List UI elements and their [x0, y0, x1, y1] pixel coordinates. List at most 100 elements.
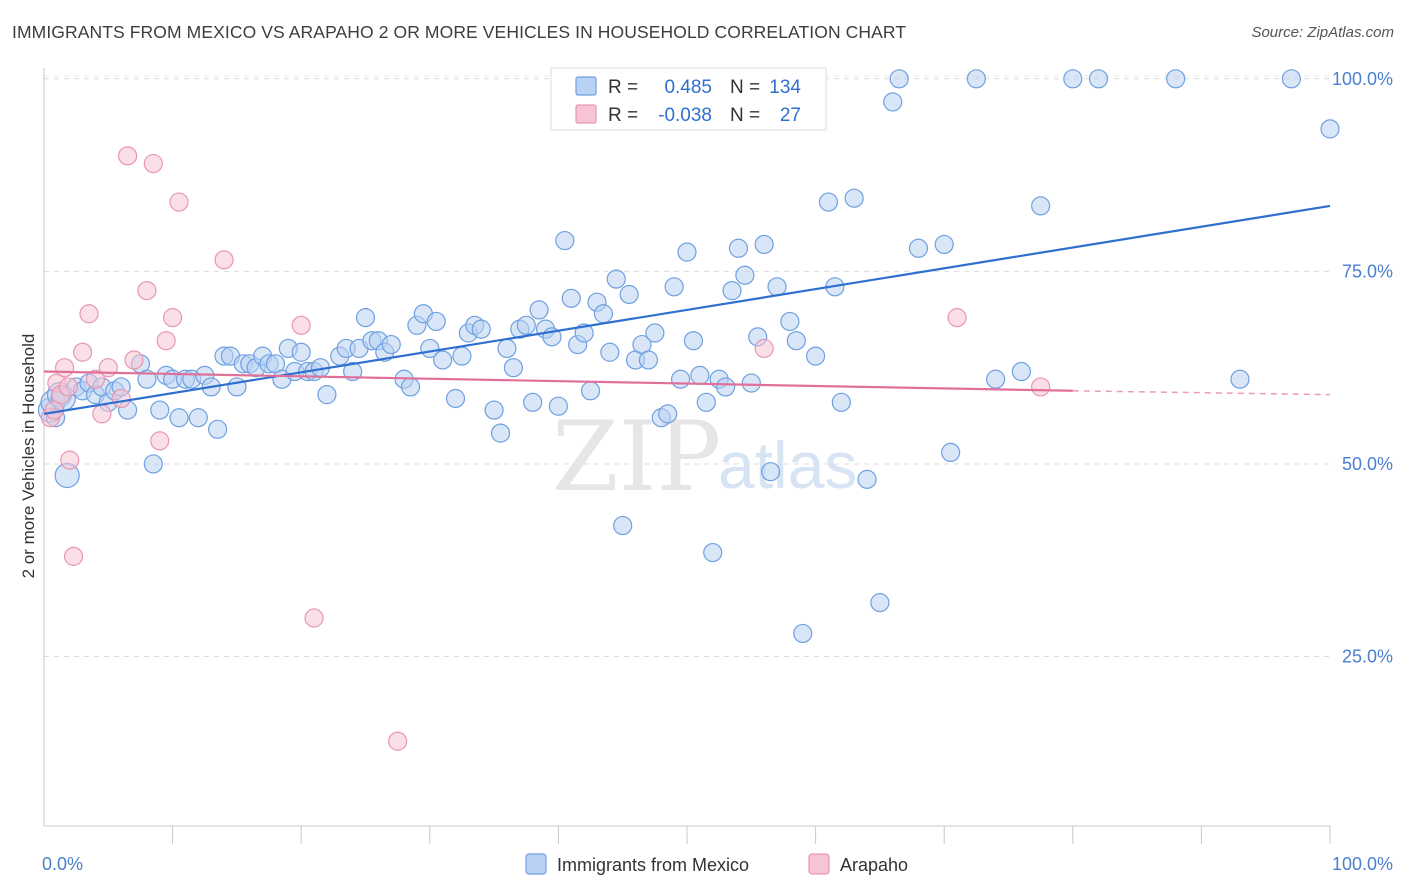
bottom-legend: Immigrants from Mexico Arapaho	[525, 853, 908, 875]
data-point	[63, 546, 84, 566]
data-point	[381, 334, 401, 355]
data-point	[150, 400, 170, 420]
data-point	[150, 431, 170, 451]
data-point	[54, 358, 75, 378]
data-point	[670, 369, 691, 389]
data-point	[79, 304, 99, 324]
bottom-legend-swatch	[808, 853, 830, 875]
axis-layer: 25.0% 50.0% 75.0% 100.0% 0.0% 100.0%	[42, 68, 1393, 874]
data-point	[163, 308, 183, 328]
data-point	[966, 69, 986, 89]
watermark-zip: ZIP	[552, 401, 721, 513]
data-point	[857, 469, 877, 489]
data-point	[1063, 69, 1083, 89]
data-point	[124, 350, 144, 370]
data-point	[883, 92, 903, 112]
data-point	[735, 265, 755, 285]
stats-legend-r-value: -0.038	[658, 105, 712, 126]
trend-line	[43, 370, 1073, 392]
trend-layer	[43, 204, 1331, 415]
data-point	[529, 300, 549, 320]
data-point	[98, 358, 118, 378]
series-arapaho-points	[40, 146, 1051, 751]
data-point	[117, 146, 138, 166]
data-point	[156, 331, 176, 351]
data-point	[805, 346, 826, 366]
watermark: ZIP atlas	[552, 401, 857, 513]
data-point	[780, 311, 800, 332]
y-tick-label: 75.0%	[1342, 261, 1393, 281]
data-point	[793, 623, 813, 644]
data-point	[1320, 119, 1340, 139]
data-point	[767, 277, 787, 297]
data-point	[111, 388, 131, 409]
data-point	[760, 462, 781, 482]
data-point	[844, 188, 864, 208]
watermark-atlas: atlas	[718, 428, 857, 502]
data-point	[143, 153, 163, 174]
data-point	[658, 404, 678, 424]
data-point	[426, 311, 446, 332]
trend-line	[43, 204, 1331, 415]
data-point	[690, 365, 710, 385]
data-point	[889, 69, 909, 89]
data-point	[355, 308, 376, 328]
data-point	[754, 234, 774, 255]
data-point	[574, 323, 594, 343]
data-point	[169, 192, 189, 212]
data-point	[317, 385, 337, 405]
data-point	[92, 404, 112, 424]
data-point	[715, 377, 736, 397]
data-point	[619, 284, 639, 305]
data-point	[1281, 69, 1302, 89]
y-tick-label: 50.0%	[1342, 454, 1393, 474]
data-point	[137, 369, 157, 389]
data-point	[728, 238, 749, 258]
data-point	[638, 350, 659, 370]
data-point	[1230, 369, 1250, 389]
stats-legend-box	[550, 67, 827, 131]
bottom-legend-label: Arapaho	[840, 855, 908, 875]
data-point	[677, 242, 697, 262]
stats-legend-swatch	[575, 104, 597, 124]
data-point	[445, 388, 466, 409]
trend-line-extension	[1072, 390, 1331, 396]
data-point	[593, 304, 614, 324]
data-point	[304, 608, 324, 628]
data-point	[754, 338, 774, 359]
stats-legend-n-label: N =	[730, 105, 760, 126]
data-point	[818, 192, 839, 212]
data-point	[1031, 377, 1051, 397]
data-point	[400, 377, 421, 397]
data-point	[490, 423, 511, 443]
data-point	[580, 381, 601, 401]
data-point	[908, 238, 929, 258]
data-point	[433, 350, 453, 370]
chart-source: Source: ZipAtlas.com	[1251, 24, 1394, 41]
data-point	[388, 731, 408, 751]
data-point	[484, 400, 504, 420]
data-point	[1088, 69, 1109, 89]
data-point	[722, 281, 742, 301]
data-point	[548, 396, 569, 416]
x-tick-label: 100.0%	[1332, 854, 1393, 874]
data-point	[703, 542, 723, 563]
stats-legend-r-label: R =	[608, 105, 638, 126]
stats-legend-n-value: 134	[769, 77, 801, 98]
data-point	[503, 358, 523, 378]
data-point	[58, 377, 79, 397]
data-point	[137, 281, 157, 301]
stats-legend-n-value: 27	[780, 105, 801, 126]
data-point	[613, 515, 633, 536]
data-point	[683, 331, 704, 351]
stats-legend-swatch	[575, 76, 597, 96]
data-point	[986, 369, 1006, 389]
data-point	[516, 315, 536, 335]
data-point	[60, 450, 80, 470]
data-point	[696, 392, 716, 412]
y-axis-label: 2 or more Vehicles in Household	[19, 334, 38, 579]
data-point	[214, 250, 234, 270]
y-tick-label: 100.0%	[1332, 69, 1393, 89]
data-point	[208, 419, 228, 439]
